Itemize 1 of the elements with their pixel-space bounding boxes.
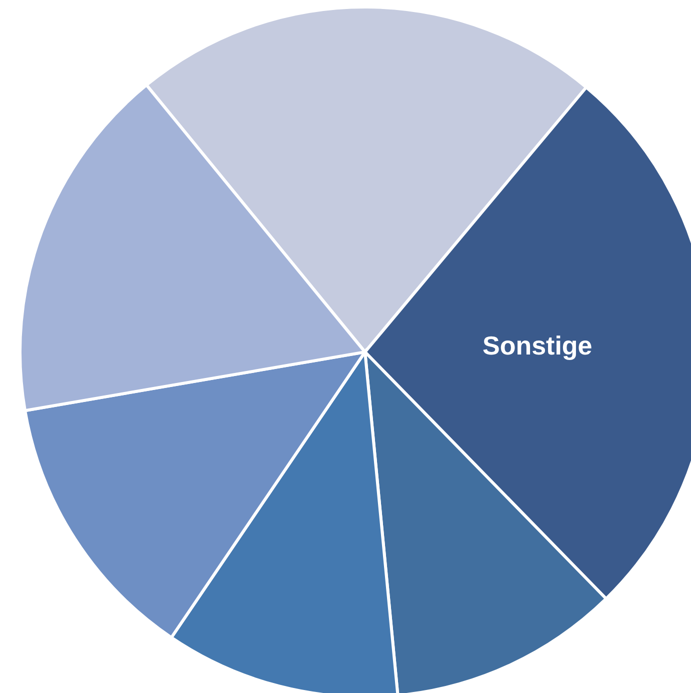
slice-label: Sonstige	[482, 330, 592, 360]
